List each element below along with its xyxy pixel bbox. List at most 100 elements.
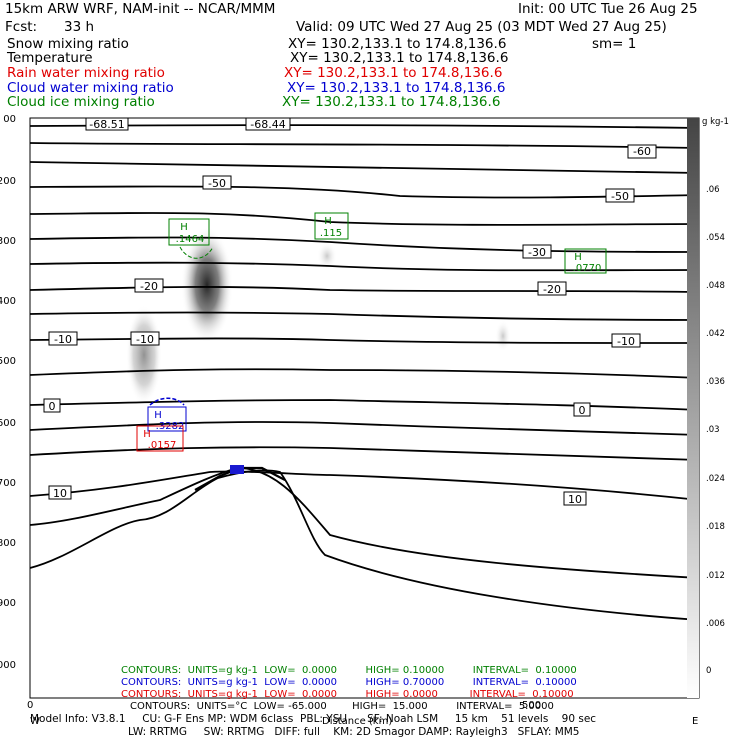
svg-text:H: H — [324, 216, 332, 227]
isotherm-label: 10 — [563, 491, 587, 506]
isotherm-line — [29, 467, 700, 579]
colorbar-tick: .06 — [706, 185, 720, 195]
colorbar-tick: .042 — [706, 329, 725, 339]
isotherm-line — [29, 261, 700, 272]
snow-shade-4 — [495, 320, 511, 352]
isotherm-line — [29, 185, 700, 199]
isotherm-line — [29, 470, 700, 501]
isotherm-line — [29, 446, 700, 461]
max-label-rain-water: H .0157 — [136, 425, 184, 452]
init-time: Init: 00 UTC Tue 26 Aug 25 — [518, 1, 698, 17]
x-axis-end-label: E — [692, 716, 698, 727]
isotherm-label: -10 — [130, 331, 160, 346]
isotherm-label: -68.44 — [245, 117, 291, 131]
field-name-temp: Temperature — [7, 50, 93, 66]
isotherm-line — [29, 236, 700, 253]
svg-text:H: H — [143, 429, 151, 440]
field-name-snow: Snow mixing ratio — [7, 36, 129, 52]
y-tick: 400 — [0, 296, 16, 307]
field-xy-cloudwater: XY= 130.2,133.1 to 174.8,136.6 — [287, 80, 506, 96]
isotherm-line — [29, 368, 700, 379]
contour-info-temperature: CONTOURS: UNITS=°C LOW= -65.000 HIGH= 15… — [130, 701, 554, 712]
snow-shade-1 — [181, 227, 233, 343]
y-tick: 500 — [0, 356, 16, 367]
contour-info-cloud-ice: CONTOURS: UNITS=g kg-1 LOW= 0.0000 HIGH=… — [121, 665, 577, 676]
max-label-cloud-water: H .3282 — [147, 397, 187, 432]
model-title: 15km ARW WRF, NAM-init -- NCAR/MMM — [5, 1, 276, 17]
isotherm-label: 0 — [573, 402, 591, 417]
snow-shade-2 — [126, 305, 162, 405]
svg-text:.1464: .1464 — [176, 234, 205, 245]
isotherm-line — [29, 124, 700, 129]
max-label-cloud-ice: H .0770 — [564, 248, 607, 274]
colorbar-tick: .006 — [706, 619, 725, 629]
fcst-label: Fcst: — [5, 19, 38, 35]
svg-text:-50: -50 — [208, 177, 226, 190]
svg-text:0: 0 — [579, 404, 586, 417]
svg-text:10: 10 — [53, 487, 67, 500]
isotherm-line — [29, 399, 700, 411]
fcst-value: 33 h — [64, 19, 95, 35]
svg-text:H: H — [180, 222, 188, 233]
isotherm-label: 10 — [48, 485, 72, 500]
svg-text:-30: -30 — [528, 246, 546, 259]
colorbar-tick: .048 — [706, 281, 725, 291]
field-xy-temp: XY= 130.2,133.1 to 174.8,136.6 — [290, 50, 509, 66]
x-tick: 500 — [522, 700, 541, 711]
x-axis-end-label: W — [30, 716, 40, 727]
isotherm-label: 0 — [43, 398, 61, 413]
colorbar-tick: .036 — [706, 377, 725, 387]
isotherm-line — [29, 469, 700, 621]
svg-text:-20: -20 — [543, 283, 561, 296]
colorbar-tick: .018 — [706, 522, 725, 532]
x-tick: 0 — [27, 700, 33, 711]
isotherm-label: -20 — [537, 281, 567, 296]
x-axis-label: Distance (km) — [322, 716, 392, 727]
isotherm-line — [29, 311, 700, 321]
y-tick: 300 — [0, 236, 16, 247]
y-tick: 00 — [3, 114, 16, 125]
isotherm-line — [29, 286, 700, 293]
isotherm-label: -30 — [522, 244, 552, 259]
max-label-cloud-ice: H .115 — [314, 212, 349, 240]
svg-text:0: 0 — [49, 400, 56, 413]
colorbar-tick: .054 — [706, 233, 725, 243]
svg-text:-10: -10 — [136, 333, 154, 346]
field-xy-snow: XY= 130.2,133.1 to 174.8,136.6 — [288, 36, 507, 52]
isotherm-label: -60 — [627, 144, 657, 159]
model-info-line1: Model Info: V3.8.1 CU: G-F Ens MP: WDM 6… — [30, 713, 597, 725]
y-tick: 200 — [0, 176, 16, 187]
svg-text:H: H — [574, 252, 582, 263]
colorbar-tick: 0 — [706, 666, 711, 676]
field-name-cloudice: Cloud ice mixing ratio — [7, 94, 155, 110]
colorbar-tick: .024 — [706, 474, 725, 484]
colorbar-tick: .03 — [706, 425, 720, 435]
isotherm-label: -50 — [202, 175, 232, 190]
field-name-rain: Rain water mixing ratio — [7, 65, 165, 81]
terrain-block — [230, 465, 244, 474]
svg-text:-60: -60 — [633, 145, 651, 158]
colorbar — [687, 118, 699, 698]
snow-shade-3 — [317, 242, 337, 270]
max-label-cloud-ice: H .1464 — [168, 218, 214, 259]
valid-time: Valid: 09 UTC Wed 27 Aug 25 (03 MDT Wed … — [296, 19, 667, 35]
isotherm-line — [29, 421, 700, 436]
isotherm-line — [29, 161, 700, 174]
y-tick: 900 — [0, 598, 16, 609]
svg-text:-50: -50 — [611, 190, 629, 203]
field-xy-rain: XY= 130.2,133.1 to 174.8,136.6 — [284, 65, 503, 81]
isotherm-label: -10 — [48, 331, 78, 346]
field-xy-cloudice: XY= 130.2,133.1 to 174.8,136.6 — [282, 94, 501, 110]
svg-text:H: H — [154, 410, 162, 421]
svg-text:.0157: .0157 — [148, 440, 177, 451]
svg-text:-10: -10 — [54, 333, 72, 346]
y-tick: 800 — [0, 538, 16, 549]
isotherm-label: -68.51 — [85, 117, 129, 131]
svg-text:.0770: .0770 — [573, 263, 602, 274]
model-info-line2: LW: RRTMG SW: RRTMG DIFF: full KM: 2D Sm… — [128, 726, 580, 738]
isotherm-line — [29, 142, 700, 149]
isotherm-label: -10 — [611, 333, 641, 348]
isotherm-label: -50 — [605, 188, 635, 203]
svg-text:.115: .115 — [320, 228, 342, 239]
